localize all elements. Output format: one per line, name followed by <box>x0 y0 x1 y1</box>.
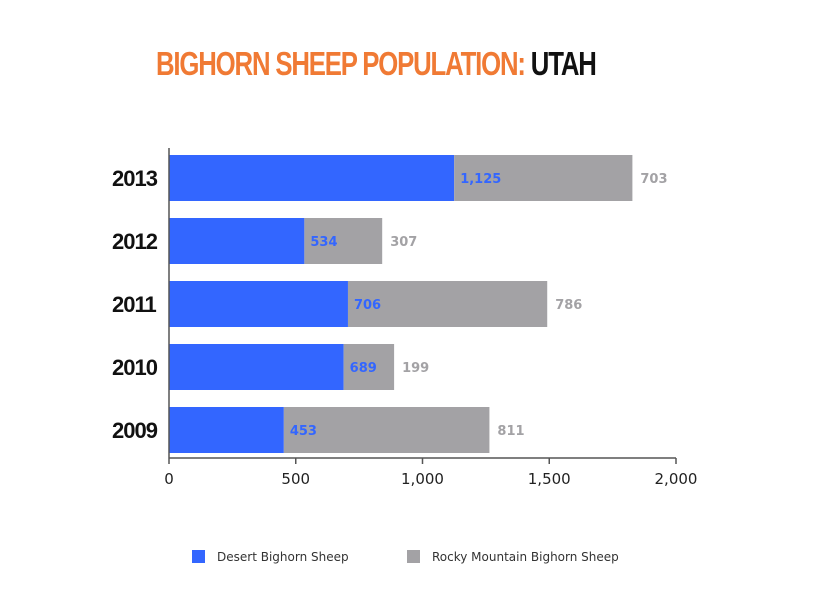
x-tick-label: 1,000 <box>401 470 444 488</box>
bar-desert <box>169 407 284 453</box>
data-label-desert: 1,125 <box>460 172 501 187</box>
x-tick-label: 2,000 <box>655 470 698 488</box>
title-main: BIGHORN SHEEP POPULATION: <box>156 45 526 82</box>
bar-desert <box>169 344 344 390</box>
bar-rocky-mountain <box>283 407 490 453</box>
y-tick-label: 2010 <box>112 355 158 380</box>
x-tick-label: 1,500 <box>528 470 571 488</box>
chart-title: BIGHORN SHEEP POPULATION: UTAH <box>156 44 597 84</box>
bar-rocky-mountain <box>304 218 383 264</box>
bar-desert <box>169 155 455 201</box>
y-tick-label: 2011 <box>112 292 156 317</box>
legend-swatch <box>407 550 420 563</box>
data-label-rocky-mountain: 703 <box>640 172 667 187</box>
data-label-desert: 453 <box>290 424 317 439</box>
bar-desert <box>169 218 305 264</box>
bar-desert <box>169 281 348 327</box>
title-highlight: UTAH <box>530 45 597 82</box>
x-tick-label: 0 <box>164 470 174 488</box>
y-tick-label: 2009 <box>112 418 158 443</box>
data-label-rocky-mountain: 199 <box>402 361 429 376</box>
data-label-rocky-mountain: 307 <box>390 235 417 250</box>
data-label-desert: 689 <box>350 361 377 376</box>
bar-rocky-mountain <box>343 344 395 390</box>
data-label-rocky-mountain: 811 <box>497 424 524 439</box>
x-tick-label: 500 <box>281 470 310 488</box>
legend-label: Desert Bighorn Sheep <box>217 550 349 564</box>
y-tick-label: 2012 <box>112 229 158 254</box>
data-label-desert: 706 <box>354 298 381 313</box>
legend-label: Rocky Mountain Bighorn Sheep <box>432 550 619 564</box>
legend-swatch <box>192 550 205 563</box>
y-tick-label: 2013 <box>112 166 158 191</box>
bar-rocky-mountain <box>347 281 548 327</box>
data-label-desert: 534 <box>310 235 337 250</box>
data-label-rocky-mountain: 786 <box>555 298 582 313</box>
bar-rocky-mountain <box>454 155 633 201</box>
